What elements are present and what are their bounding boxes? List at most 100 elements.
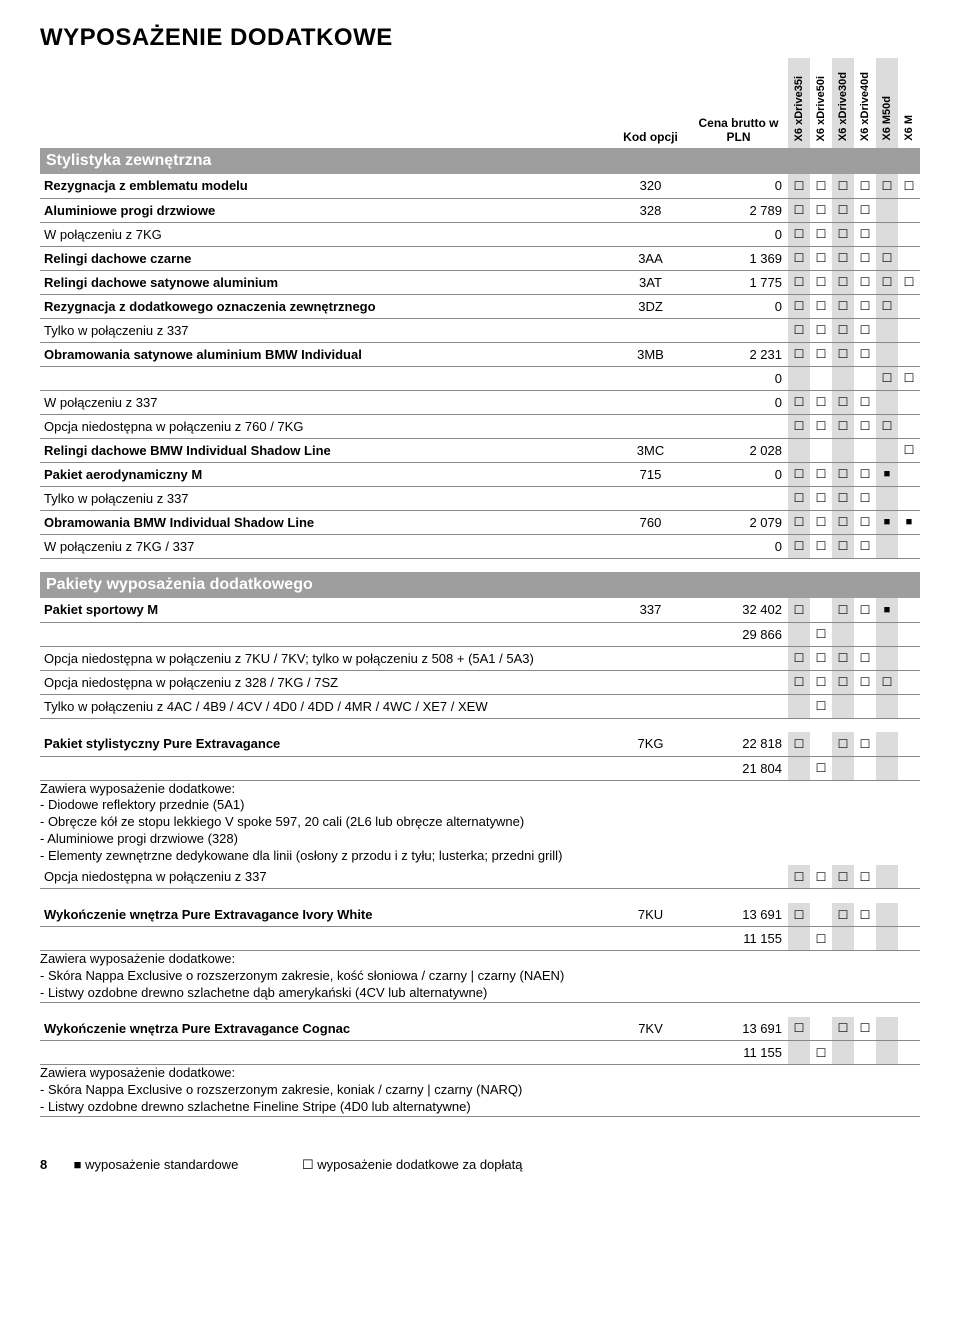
row-marker xyxy=(788,865,810,889)
row-marker xyxy=(898,622,920,646)
row-marker xyxy=(832,342,854,366)
marker-empty-icon xyxy=(816,493,827,505)
row-marker xyxy=(832,903,854,927)
row-name: Obramowania BMW Individual Shadow Line xyxy=(40,510,612,534)
marker-empty-icon xyxy=(904,277,915,289)
row-marker xyxy=(788,414,810,438)
row-name: Relingi dachowe satynowe aluminium xyxy=(40,270,612,294)
row-name: Rezygnacja z emblematu modelu xyxy=(40,174,612,198)
row-kod xyxy=(612,1041,689,1065)
legend-standard: wyposażenie standardowe xyxy=(74,1157,239,1172)
marker-empty-icon xyxy=(860,205,871,217)
marker-empty-icon xyxy=(816,205,827,217)
row-marker xyxy=(854,903,876,927)
row-marker xyxy=(810,670,832,694)
row-marker xyxy=(832,222,854,246)
row-marker xyxy=(854,318,876,342)
row-name: Pakiet stylistyczny Pure Extravagance xyxy=(40,732,612,756)
row-name: Wykończenie wnętrza Pure Extravagance Co… xyxy=(40,1017,612,1041)
row-kod: 715 xyxy=(612,462,689,486)
marker-empty-icon xyxy=(838,325,849,337)
row-marker xyxy=(854,670,876,694)
marker-empty-icon xyxy=(904,445,915,457)
row-marker xyxy=(876,598,898,622)
row-marker xyxy=(898,198,920,222)
marker-empty-icon xyxy=(816,1048,827,1060)
col-kod: Kod opcji xyxy=(612,58,689,148)
row-marker xyxy=(788,756,810,780)
row-marker xyxy=(832,1041,854,1065)
row-marker xyxy=(876,414,898,438)
marker-empty-icon xyxy=(816,701,827,713)
row-kod xyxy=(612,318,689,342)
row-kod: 760 xyxy=(612,510,689,534)
row-marker xyxy=(876,622,898,646)
row-marker xyxy=(854,414,876,438)
row-marker xyxy=(810,294,832,318)
marker-empty-icon xyxy=(794,517,805,529)
row-marker xyxy=(810,222,832,246)
row-marker xyxy=(898,670,920,694)
row-marker xyxy=(898,903,920,927)
marker-empty-icon xyxy=(816,349,827,361)
row-marker xyxy=(898,598,920,622)
row-marker xyxy=(854,732,876,756)
row-marker xyxy=(876,1041,898,1065)
row-marker xyxy=(810,486,832,510)
marker-empty-icon xyxy=(860,739,871,751)
marker-empty-icon xyxy=(838,469,849,481)
row-marker xyxy=(854,198,876,222)
marker-empty-icon xyxy=(838,277,849,289)
marker-empty-icon xyxy=(794,253,805,265)
row-marker xyxy=(788,927,810,951)
col-m3: X6 xDrive40d xyxy=(854,58,876,148)
row-kod: 320 xyxy=(612,174,689,198)
row-marker xyxy=(876,510,898,534)
row-marker xyxy=(876,342,898,366)
row-marker xyxy=(810,534,832,558)
row-marker xyxy=(854,270,876,294)
row-marker xyxy=(810,732,832,756)
marker-empty-icon xyxy=(816,325,827,337)
marker-empty-icon xyxy=(838,872,849,884)
row-marker xyxy=(810,622,832,646)
marker-empty-icon xyxy=(838,653,849,665)
marker-empty-icon xyxy=(794,541,805,553)
row-marker xyxy=(810,598,832,622)
row-marker xyxy=(854,222,876,246)
row-marker xyxy=(832,246,854,270)
marker-empty-icon xyxy=(860,397,871,409)
row-marker xyxy=(788,342,810,366)
marker-empty-icon xyxy=(816,397,827,409)
row-name: Opcja niedostępna w połączeniu z 328 / 7… xyxy=(40,670,612,694)
row-marker xyxy=(810,510,832,534)
row-marker xyxy=(832,486,854,510)
row-marker xyxy=(854,622,876,646)
marker-empty-icon xyxy=(860,277,871,289)
row-marker xyxy=(788,438,810,462)
col-m1: X6 xDrive50i xyxy=(810,58,832,148)
row-kod: 3AA xyxy=(612,246,689,270)
row-name: Obramowania satynowe aluminium BMW Indiv… xyxy=(40,342,612,366)
row-marker xyxy=(898,865,920,889)
row-marker xyxy=(832,646,854,670)
row-price: 2 231 xyxy=(689,342,788,366)
row-price xyxy=(689,646,788,670)
row-marker xyxy=(876,294,898,318)
row-marker xyxy=(832,390,854,414)
row-marker xyxy=(788,462,810,486)
row-kod: 3MC xyxy=(612,438,689,462)
marker-empty-icon xyxy=(794,229,805,241)
row-kod: 7KG xyxy=(612,732,689,756)
row-marker xyxy=(788,598,810,622)
row-marker xyxy=(832,756,854,780)
row-marker xyxy=(854,534,876,558)
row-price xyxy=(689,670,788,694)
row-price: 29 866 xyxy=(689,622,788,646)
marker-empty-icon xyxy=(860,1023,871,1035)
marker-empty-icon xyxy=(860,541,871,553)
row-marker xyxy=(810,198,832,222)
col-price: Cena brutto w PLN xyxy=(689,58,788,148)
marker-empty-icon xyxy=(794,493,805,505)
row-marker xyxy=(898,927,920,951)
